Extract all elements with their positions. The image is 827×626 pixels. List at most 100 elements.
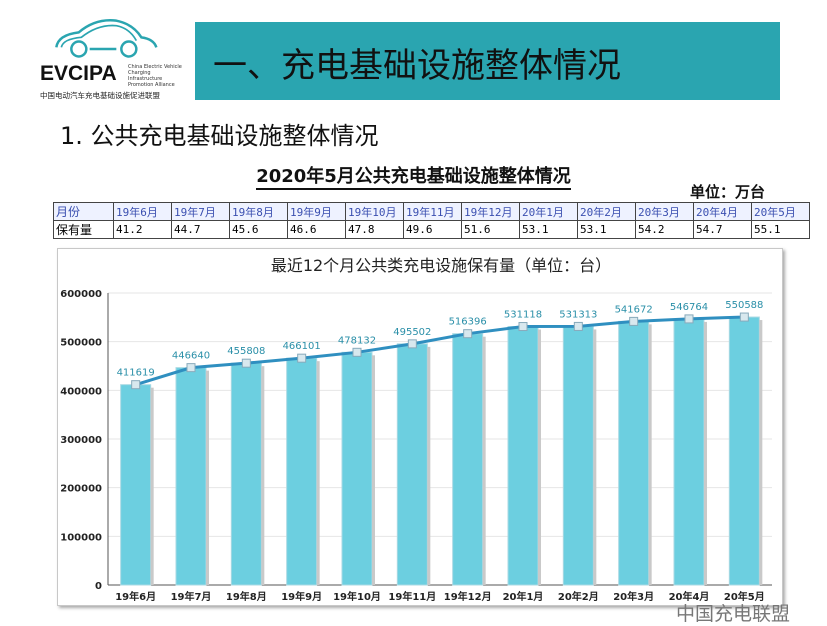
data-label: 495502 xyxy=(393,327,431,338)
x-tick-label: 19年8月 xyxy=(226,590,267,603)
x-tick-label: 19年9月 xyxy=(281,590,322,603)
header-label: 月份 xyxy=(53,202,114,221)
bar xyxy=(562,325,594,586)
x-tick-label: 19年10月 xyxy=(333,590,381,603)
logo-cn: 中国电动汽车充电基础设施促进联盟 xyxy=(40,91,160,100)
bar-shadow xyxy=(427,346,431,585)
bar-shadow xyxy=(150,387,154,585)
table-title: 2020年5月公共充电基础设施整体情况 xyxy=(0,162,827,190)
bar xyxy=(618,320,650,586)
table-header-cell: 19年9月 xyxy=(287,202,346,221)
x-tick-label: 19年12月 xyxy=(444,590,492,603)
data-point xyxy=(629,316,639,326)
banner-title: 一、充电基础设施整体情况 xyxy=(213,46,621,86)
table-row: 保有量 41.2 44.7 45.6 46.6 47.8 49.6 51.6 53.1 53.1 5… xyxy=(53,220,810,239)
logo-name: EVCIPA xyxy=(40,62,117,85)
data-label: 446640 xyxy=(172,351,210,362)
x-tick-label: 20年3月 xyxy=(613,590,654,603)
x-tick-label: 19年7月 xyxy=(171,590,212,603)
table-cell: 46.6 xyxy=(287,220,346,239)
data-label: 455808 xyxy=(227,346,265,357)
table-header-cell: 20年3月 xyxy=(635,202,694,221)
x-tick-label: 20年1月 xyxy=(503,590,544,603)
data-label: 550588 xyxy=(725,300,763,311)
ev-car-logo-icon xyxy=(55,19,158,58)
table-cell: 54.7 xyxy=(693,220,752,239)
data-label: 541672 xyxy=(615,304,653,315)
data-point xyxy=(463,329,473,339)
bar xyxy=(175,367,207,586)
x-tick-label: 20年5月 xyxy=(724,590,765,603)
table-header-cell: 19年10月 xyxy=(345,202,404,221)
chart-title: 最近12个月公共类充电设施保有量（单位：台） xyxy=(271,256,611,275)
data-label: 516396 xyxy=(449,317,487,328)
table-cell: 53.1 xyxy=(519,220,578,239)
data-label: 531118 xyxy=(504,310,542,321)
bar-shadow xyxy=(759,320,763,585)
table-cell: 49.6 xyxy=(403,220,462,239)
data-point xyxy=(684,314,694,324)
y-tick-label: 300000 xyxy=(60,435,102,446)
data-label: 411619 xyxy=(117,368,155,379)
table-cell: 47.8 xyxy=(345,220,404,239)
watermark: 中国充电联盟 xyxy=(676,603,791,625)
table-header-cell: 20年2月 xyxy=(577,202,636,221)
bar xyxy=(341,351,373,586)
data-point xyxy=(407,339,417,349)
table-header-cell: 19年8月 xyxy=(229,202,288,221)
x-tick-label: 19年6月 xyxy=(115,590,156,603)
y-tick-label: 100000 xyxy=(60,532,102,543)
bar-shadow xyxy=(261,366,265,585)
data-table: 月份 19年6月 19年7月 19年8月 19年9月 19年10月 19年11月 19年12月… xyxy=(53,202,810,239)
table-cell: 44.7 xyxy=(171,220,230,239)
y-tick-label: 400000 xyxy=(60,386,102,397)
data-label: 478132 xyxy=(338,335,376,346)
table-header-cell: 20年5月 xyxy=(751,202,810,221)
data-label: 466101 xyxy=(283,341,321,352)
series-line xyxy=(135,315,745,387)
data-label: 531313 xyxy=(559,309,597,320)
data-point xyxy=(131,380,141,390)
bar-shadow xyxy=(648,324,652,585)
data-point xyxy=(352,347,362,357)
bar-shadow xyxy=(482,336,486,585)
x-tick-label: 20年4月 xyxy=(669,590,710,603)
bar xyxy=(452,333,484,586)
data-point xyxy=(241,358,251,368)
table-header-cell: 19年11月 xyxy=(403,202,462,221)
bar xyxy=(396,343,428,586)
table-cell: 41.2 xyxy=(113,220,172,239)
data-point xyxy=(739,312,749,322)
data-point xyxy=(518,322,528,332)
bar xyxy=(230,362,262,586)
section-title: 1. 公共充电基础设施整体情况 xyxy=(60,122,379,150)
bar-shadow xyxy=(316,361,320,585)
bar-shadow xyxy=(538,329,541,585)
bar xyxy=(673,318,705,586)
table-unit: 单位：万台 xyxy=(690,183,766,201)
bar-shadow xyxy=(704,321,707,585)
bar xyxy=(507,326,539,586)
title-banner: 一、充电基础设施整体情况 xyxy=(195,22,780,100)
y-tick-label: 200000 xyxy=(60,484,102,495)
x-tick-label: 20年2月 xyxy=(558,590,599,603)
data-point xyxy=(297,353,307,363)
y-tick-label: 600000 xyxy=(60,289,102,300)
bar-shadow xyxy=(372,355,375,585)
data-point xyxy=(573,321,583,331)
logo-subtitle: China Electric Vehicle Charging Infrastr… xyxy=(128,64,182,88)
y-tick-label: 500000 xyxy=(60,338,102,349)
table-cell: 54.2 xyxy=(635,220,694,239)
bar-shadow xyxy=(206,370,209,585)
bar xyxy=(728,316,760,586)
y-tick-label: 0 xyxy=(95,581,102,592)
table-cell: 45.6 xyxy=(229,220,288,239)
table-cell: 51.6 xyxy=(461,220,520,239)
table-cell: 55.1 xyxy=(751,220,810,239)
bar xyxy=(286,357,318,586)
bar xyxy=(120,384,152,586)
bar-shadow xyxy=(593,329,597,585)
data-point xyxy=(186,363,196,373)
data-label: 546764 xyxy=(670,302,708,313)
